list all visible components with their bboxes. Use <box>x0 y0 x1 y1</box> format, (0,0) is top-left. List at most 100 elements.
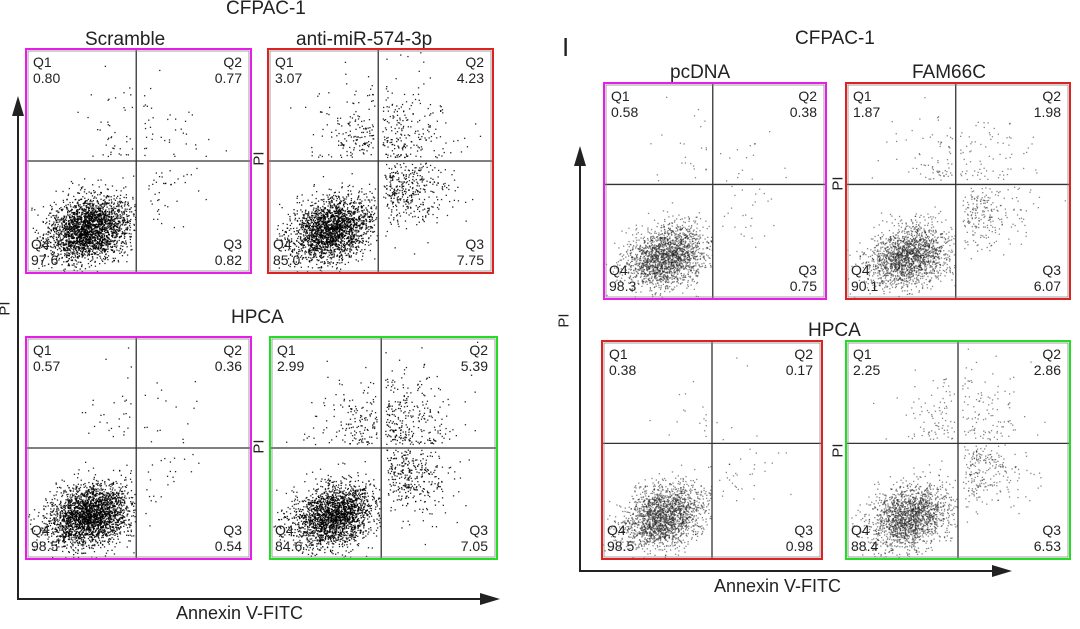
event-dots <box>31 65 227 273</box>
event-dots <box>28 347 200 559</box>
event-dots <box>603 357 792 559</box>
quadrant-percent: 0.36 <box>214 358 242 374</box>
quadrant-percent: 0.77 <box>214 70 242 86</box>
event-dots <box>273 341 479 558</box>
right-y-axis-label: PI <box>555 313 573 328</box>
quadrant-name: Q1 <box>611 88 630 104</box>
highlight-frame <box>25 48 252 274</box>
quadrant-label-q1: Q1 2.99 <box>277 342 304 374</box>
plot-inner-border <box>605 84 825 298</box>
quadrant-percent: 0.98 <box>785 538 813 554</box>
quadrant-label-q3: Q3 0.75 <box>790 262 817 294</box>
quadrant-percent: 84.6 <box>275 538 303 554</box>
quadrant-label-q2: Q2 0.36 <box>215 342 242 374</box>
flow-plot-canvas <box>601 340 823 560</box>
quadrant-name: Q4 <box>851 522 870 538</box>
quadrant-name: Q4 <box>851 262 870 278</box>
quadrant-percent: 0.38 <box>609 362 637 378</box>
left-col-label-1: Scramble <box>85 29 166 50</box>
quadrant-label-q1: Q1 0.38 <box>609 346 636 378</box>
flow-plot-2: Q1 3.07 Q2 4.23 Q3 7.75 Q4 85.0 <box>267 48 494 274</box>
quadrant-label-q1: Q1 0.57 <box>33 342 60 374</box>
right-x-axis-arrow <box>580 565 1012 577</box>
quadrant-percent: 0.75 <box>789 278 817 294</box>
right-title: CFPAC-1 <box>795 28 875 49</box>
highlight-frame <box>601 340 823 560</box>
quadrant-name: Q3 <box>469 522 488 538</box>
quadrant-percent: 1.98 <box>1033 104 1061 120</box>
flow-plot-3: Q1 0.57 Q2 0.36 Q3 0.54 Q4 98.5 <box>25 336 252 560</box>
right-col-label-2: FAM66C <box>912 62 986 83</box>
quadrant-label-q2: Q2 2.86 <box>1034 346 1061 378</box>
quadrant-label-q2: Q2 4.23 <box>457 54 484 86</box>
plot-inner-border <box>847 84 1069 298</box>
quadrant-name: Q2 <box>223 342 242 358</box>
quadrant-label-q1: Q1 3.07 <box>275 54 302 86</box>
quadrant-percent: 7.05 <box>460 538 488 554</box>
highlight-frame <box>269 336 498 560</box>
quadrant-label-q1: Q1 1.87 <box>853 88 880 120</box>
right-x-axis-label: Annexin V-FITC <box>714 576 842 596</box>
highlight-frame <box>267 48 494 274</box>
quadrant-label-q3: Q3 0.98 <box>786 522 813 554</box>
quadrant-name: Q3 <box>798 262 817 278</box>
quadrant-percent: 2.86 <box>1033 362 1061 378</box>
quadrant-label-q4: Q4 90.1 <box>851 262 878 294</box>
quadrant-percent: 98.5 <box>607 538 635 554</box>
flow-plot-7: Q1 0.38 Q2 0.17 Q3 0.98 Q4 98.5 <box>601 340 823 560</box>
plot-inner-border <box>27 50 250 272</box>
quadrant-name: Q4 <box>31 522 50 538</box>
flow-plot-6: Q1 1.87 Q2 1.98 Q3 6.07 Q4 90.1 <box>845 82 1071 300</box>
flow-plot-canvas <box>25 48 252 274</box>
quadrant-percent: 6.53 <box>1033 538 1061 554</box>
quadrant-percent: 98.3 <box>609 278 637 294</box>
left-y-axis-arrow <box>12 96 24 600</box>
plot-inner-border <box>271 338 496 558</box>
left-x-axis-label: Annexin V-FITC <box>176 603 304 623</box>
quadrant-percent: 98.5 <box>31 538 59 554</box>
left-y-axis-label: PI <box>0 301 14 316</box>
quadrant-label-q3: Q3 0.82 <box>215 236 242 268</box>
quadrant-label-q1: Q1 2.25 <box>853 346 880 378</box>
quadrant-percent: 0.80 <box>33 70 61 86</box>
quadrant-label-q3: Q3 6.07 <box>1034 262 1061 294</box>
flow-plot-canvas <box>845 340 1071 560</box>
plot-inner-border <box>269 50 492 272</box>
quadrant-percent: 85.0 <box>273 252 301 268</box>
quadrant-label-q4: Q4 98.3 <box>609 262 636 294</box>
quadrant-label-q2: Q2 0.38 <box>790 88 817 120</box>
quadrant-name: Q4 <box>607 522 626 538</box>
quadrant-label-q4: Q4 98.5 <box>31 522 58 554</box>
quadrant-label-q3: Q3 0.54 <box>215 522 242 554</box>
quadrant-percent: 2.25 <box>853 362 881 378</box>
quadrant-label-q4: Q4 84.6 <box>275 522 302 554</box>
quadrant-name: Q3 <box>794 522 813 538</box>
quadrant-percent: 97.6 <box>31 252 59 268</box>
quadrant-percent: 6.07 <box>1033 278 1061 294</box>
quadrant-name: Q4 <box>273 236 292 252</box>
quadrant-name: Q1 <box>33 54 52 70</box>
quadrant-name: Q1 <box>275 54 294 70</box>
highlight-frame <box>845 82 1071 300</box>
plot-inner-border <box>27 338 250 558</box>
quadrant-percent: 88.4 <box>851 538 879 554</box>
quadrant-name: Q4 <box>31 236 50 252</box>
quadrant-label-q2: Q2 1.98 <box>1034 88 1061 120</box>
highlight-frame <box>603 82 827 300</box>
quadrant-percent: 0.82 <box>214 252 242 268</box>
flow-plot-4: Q1 2.99 Q2 5.39 Q3 7.05 Q4 84.6 <box>269 336 498 560</box>
highlight-frame <box>845 340 1071 560</box>
event-dots <box>847 97 1066 298</box>
flow-plot-8: Q1 2.25 Q2 2.86 Q3 6.53 Q4 88.4 <box>845 340 1071 560</box>
plot-inner-border <box>603 342 821 558</box>
quadrant-percent: 2.99 <box>277 358 305 374</box>
quadrant-name: Q3 <box>223 522 242 538</box>
event-dots <box>273 52 482 273</box>
quadrant-label-q3: Q3 6.53 <box>1034 522 1061 554</box>
quadrant-name: Q1 <box>33 342 52 358</box>
left-inner-y-label-bottom: PI <box>250 439 268 454</box>
quadrant-label-q4: Q4 97.6 <box>31 236 58 268</box>
quadrant-percent: 0.58 <box>611 104 639 120</box>
quadrant-name: Q1 <box>277 342 296 358</box>
event-dots <box>605 96 787 298</box>
